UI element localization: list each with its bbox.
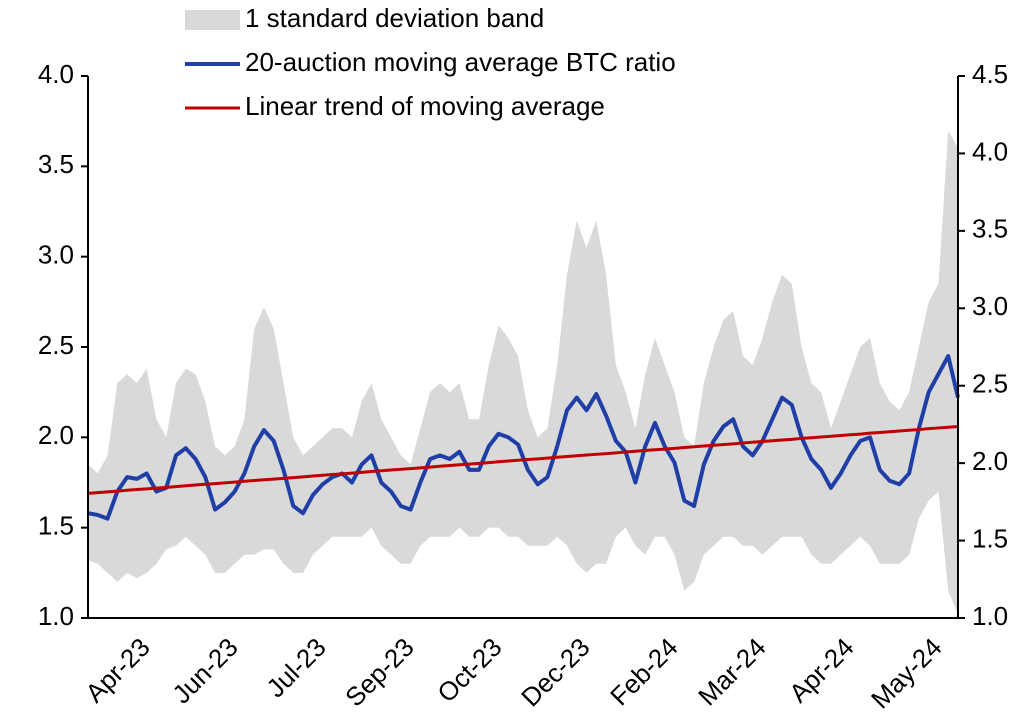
legend-label: Linear trend of moving average [245, 91, 605, 121]
band-area [88, 130, 958, 615]
legend-label: 1 standard deviation band [245, 3, 544, 33]
legend-swatch [185, 10, 240, 30]
y2-tick-label: 4.5 [972, 59, 1008, 89]
y-tick-label: 1.0 [38, 601, 74, 631]
y2-tick-label: 1.5 [972, 523, 1008, 553]
x-tick-label: Mar-24 [692, 632, 771, 711]
legend-label: 20-auction moving average BTC ratio [245, 47, 676, 77]
x-tick-label: Jul-23 [260, 632, 331, 703]
average-line [87, 354, 960, 521]
y-tick-label: 4.0 [38, 59, 74, 89]
y-tick-label: 2.5 [38, 330, 74, 360]
y-tick-label: 1.5 [38, 511, 74, 541]
y2-tick-label: 3.5 [972, 214, 1008, 244]
x-tick-label: Oct-23 [431, 632, 507, 708]
x-tick-label: Jun-23 [166, 632, 243, 709]
y-tick-label: 2.0 [38, 420, 74, 450]
y-tick-label: 3.0 [38, 240, 74, 270]
y2-tick-label: 1.0 [972, 601, 1008, 631]
y2-tick-label: 3.0 [972, 291, 1008, 321]
x-tick-label: Sep-23 [339, 632, 419, 712]
y2-tick-label: 4.0 [972, 136, 1008, 166]
x-tick-label: Apr-23 [79, 632, 155, 708]
y-tick-label: 3.5 [38, 149, 74, 179]
x-tick-label: Dec-23 [515, 632, 595, 712]
y2-tick-label: 2.5 [972, 369, 1008, 399]
x-tick-label: Apr-24 [783, 632, 859, 708]
x-tick-label: Feb-24 [604, 632, 683, 711]
x-tick-label: May-24 [865, 632, 948, 715]
trend-line [87, 424, 959, 495]
y2-tick-label: 2.0 [972, 446, 1008, 476]
